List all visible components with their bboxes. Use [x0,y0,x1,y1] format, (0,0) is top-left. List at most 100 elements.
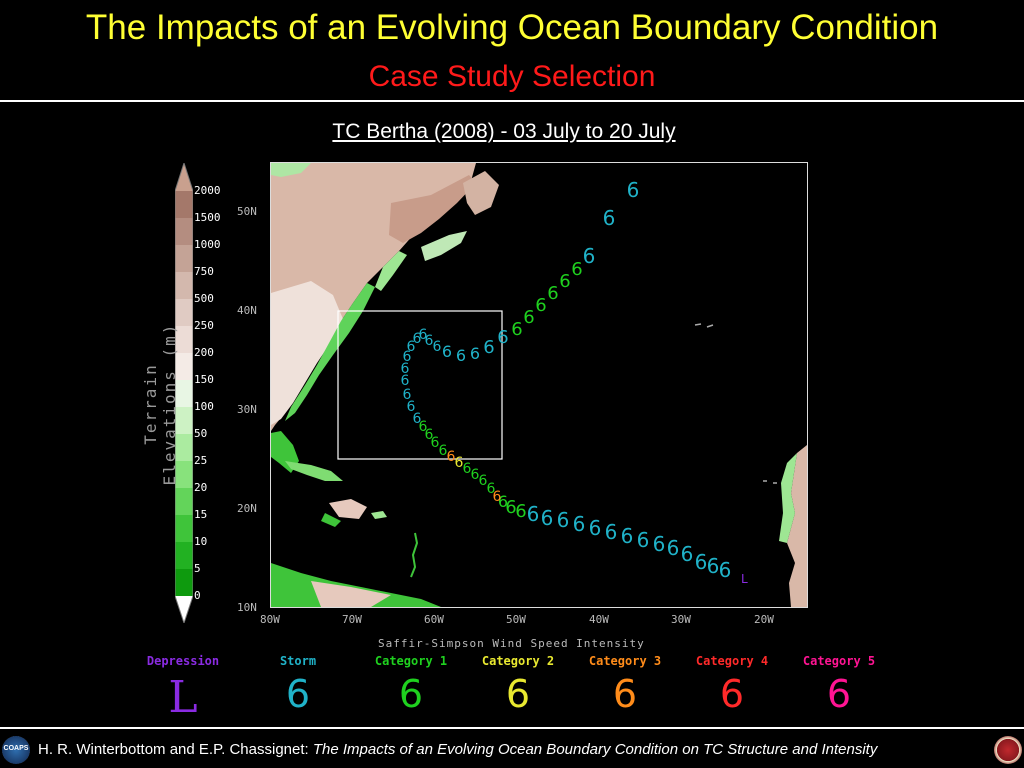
track-end-marker: L [741,572,748,586]
track-point: 6 [479,473,488,489]
azores-islands [694,323,714,328]
track-point: 6 [707,554,720,578]
legend-label: Category 4 [695,654,769,668]
track-point: 6 [419,419,428,435]
colorbar-tick-label: 10 [194,535,208,548]
track-point: 6 [471,467,480,483]
track-point: 6 [583,244,596,268]
track-point: 6 [407,399,416,415]
track-point: 6 [523,307,534,328]
lesser-antilles [410,532,419,578]
nova-scotia [421,231,467,261]
track-point: 6 [541,506,554,530]
track-point: 6 [439,443,448,459]
track-point: 6 [603,206,616,230]
legend-title: Saffir-Simpson Wind Speed Intensity [378,637,645,650]
fsu-seal-logo [994,736,1022,764]
track-point: 6 [483,337,494,358]
depression-symbol: L [168,672,198,723]
hurricane-symbol-icon: 6 [285,672,311,716]
colorbar-tick-label: 25 [194,454,208,467]
newfoundland [463,171,499,215]
longitude-label: 80W [260,613,280,626]
colorbar-tick-label: 1000 [194,238,221,251]
track-point: 6 [573,512,586,536]
elevation-colorbar [174,161,194,625]
colorbar-title: Terrain Elevations (m) [141,322,179,486]
puerto-rico [371,511,387,519]
track-point: 6 [413,331,422,347]
track-point: 6 [493,489,502,505]
track-point: 6 [535,295,546,316]
track-point: 6 [487,481,496,497]
legend-label: Storm [279,654,317,668]
colorbar-tick-label: 5 [194,562,201,575]
track-point: 6 [637,528,650,552]
track-point: 6 [695,550,708,574]
track-point: 6 [425,333,434,349]
track-point: 6 [498,492,508,511]
longitude-label: 60W [424,613,444,626]
study-region-box [337,310,503,460]
track-point: 6 [497,327,508,348]
track-point: 6 [719,558,732,582]
legend-label: Category 3 [588,654,662,668]
legend-label: Category 5 [802,654,876,668]
longitude-label: 40W [589,613,609,626]
hurricane-symbol-icon: 6 [612,672,638,716]
greenland-tip [271,163,311,177]
latitude-label: 40N [237,304,257,317]
legend-label: Category 2 [481,654,555,668]
header-divider [0,100,1024,102]
longitude-label: 50W [506,613,526,626]
coastal-green-strip [285,283,375,421]
colorbar-tick-label: 150 [194,373,214,386]
track-point: 6 [463,461,472,477]
longitude-label: 70W [342,613,362,626]
canary-islands [763,480,777,484]
track-point: 6 [407,339,416,355]
latitude-label: 20N [237,502,257,515]
south-america [271,563,441,607]
colorbar-tick-label: 20 [194,481,208,494]
coaps-logo: COAPS [2,736,30,764]
legend-label: Depression [146,654,220,668]
cuba [285,461,343,481]
colorbar-tick-label: 15 [194,508,208,521]
latitude-label: 50N [237,205,257,218]
track-point: 6 [589,516,602,540]
colorbar-tick-label: 0 [194,589,201,602]
track-point: 6 [470,344,480,363]
africa-coast [779,453,797,543]
south-america-hills [311,581,391,607]
hispaniola [329,499,367,519]
colorbar-tick-label: 750 [194,265,214,278]
track-point: 6 [667,536,680,560]
canada-maritimes [389,175,476,243]
footer-authors: H. R. Winterbottom and E.P. Chassignet: [38,741,309,758]
track-point: 6 [401,373,410,389]
track-point: 6 [571,259,582,280]
track-point: 6 [401,361,410,377]
footer-divider [0,727,1024,729]
track-point: 6 [403,387,412,403]
latitude-label: 30N [237,403,257,416]
slide-subtitle: Case Study Selection [368,60,656,93]
colorbar-tick-label: 200 [194,346,214,359]
coastal-green-edge [375,251,407,291]
track-point: 6 [447,449,456,465]
legend-label: Category 1 [374,654,448,668]
track-point: 6 [433,339,442,355]
longitude-label: 20W [754,613,774,626]
track-point: 6 [681,542,694,566]
track-point: 6 [431,435,440,451]
track-point: 6 [511,319,522,340]
colorbar-tick-label: 100 [194,400,214,413]
track-point: 6 [456,346,466,365]
track-point: 6 [559,271,570,292]
track-point: 6 [419,327,428,343]
map-title: TC Bertha (2008) - 03 July to 20 July [332,120,676,143]
colorbar-tick-label: 50 [194,427,208,440]
north-america-land [271,163,476,431]
